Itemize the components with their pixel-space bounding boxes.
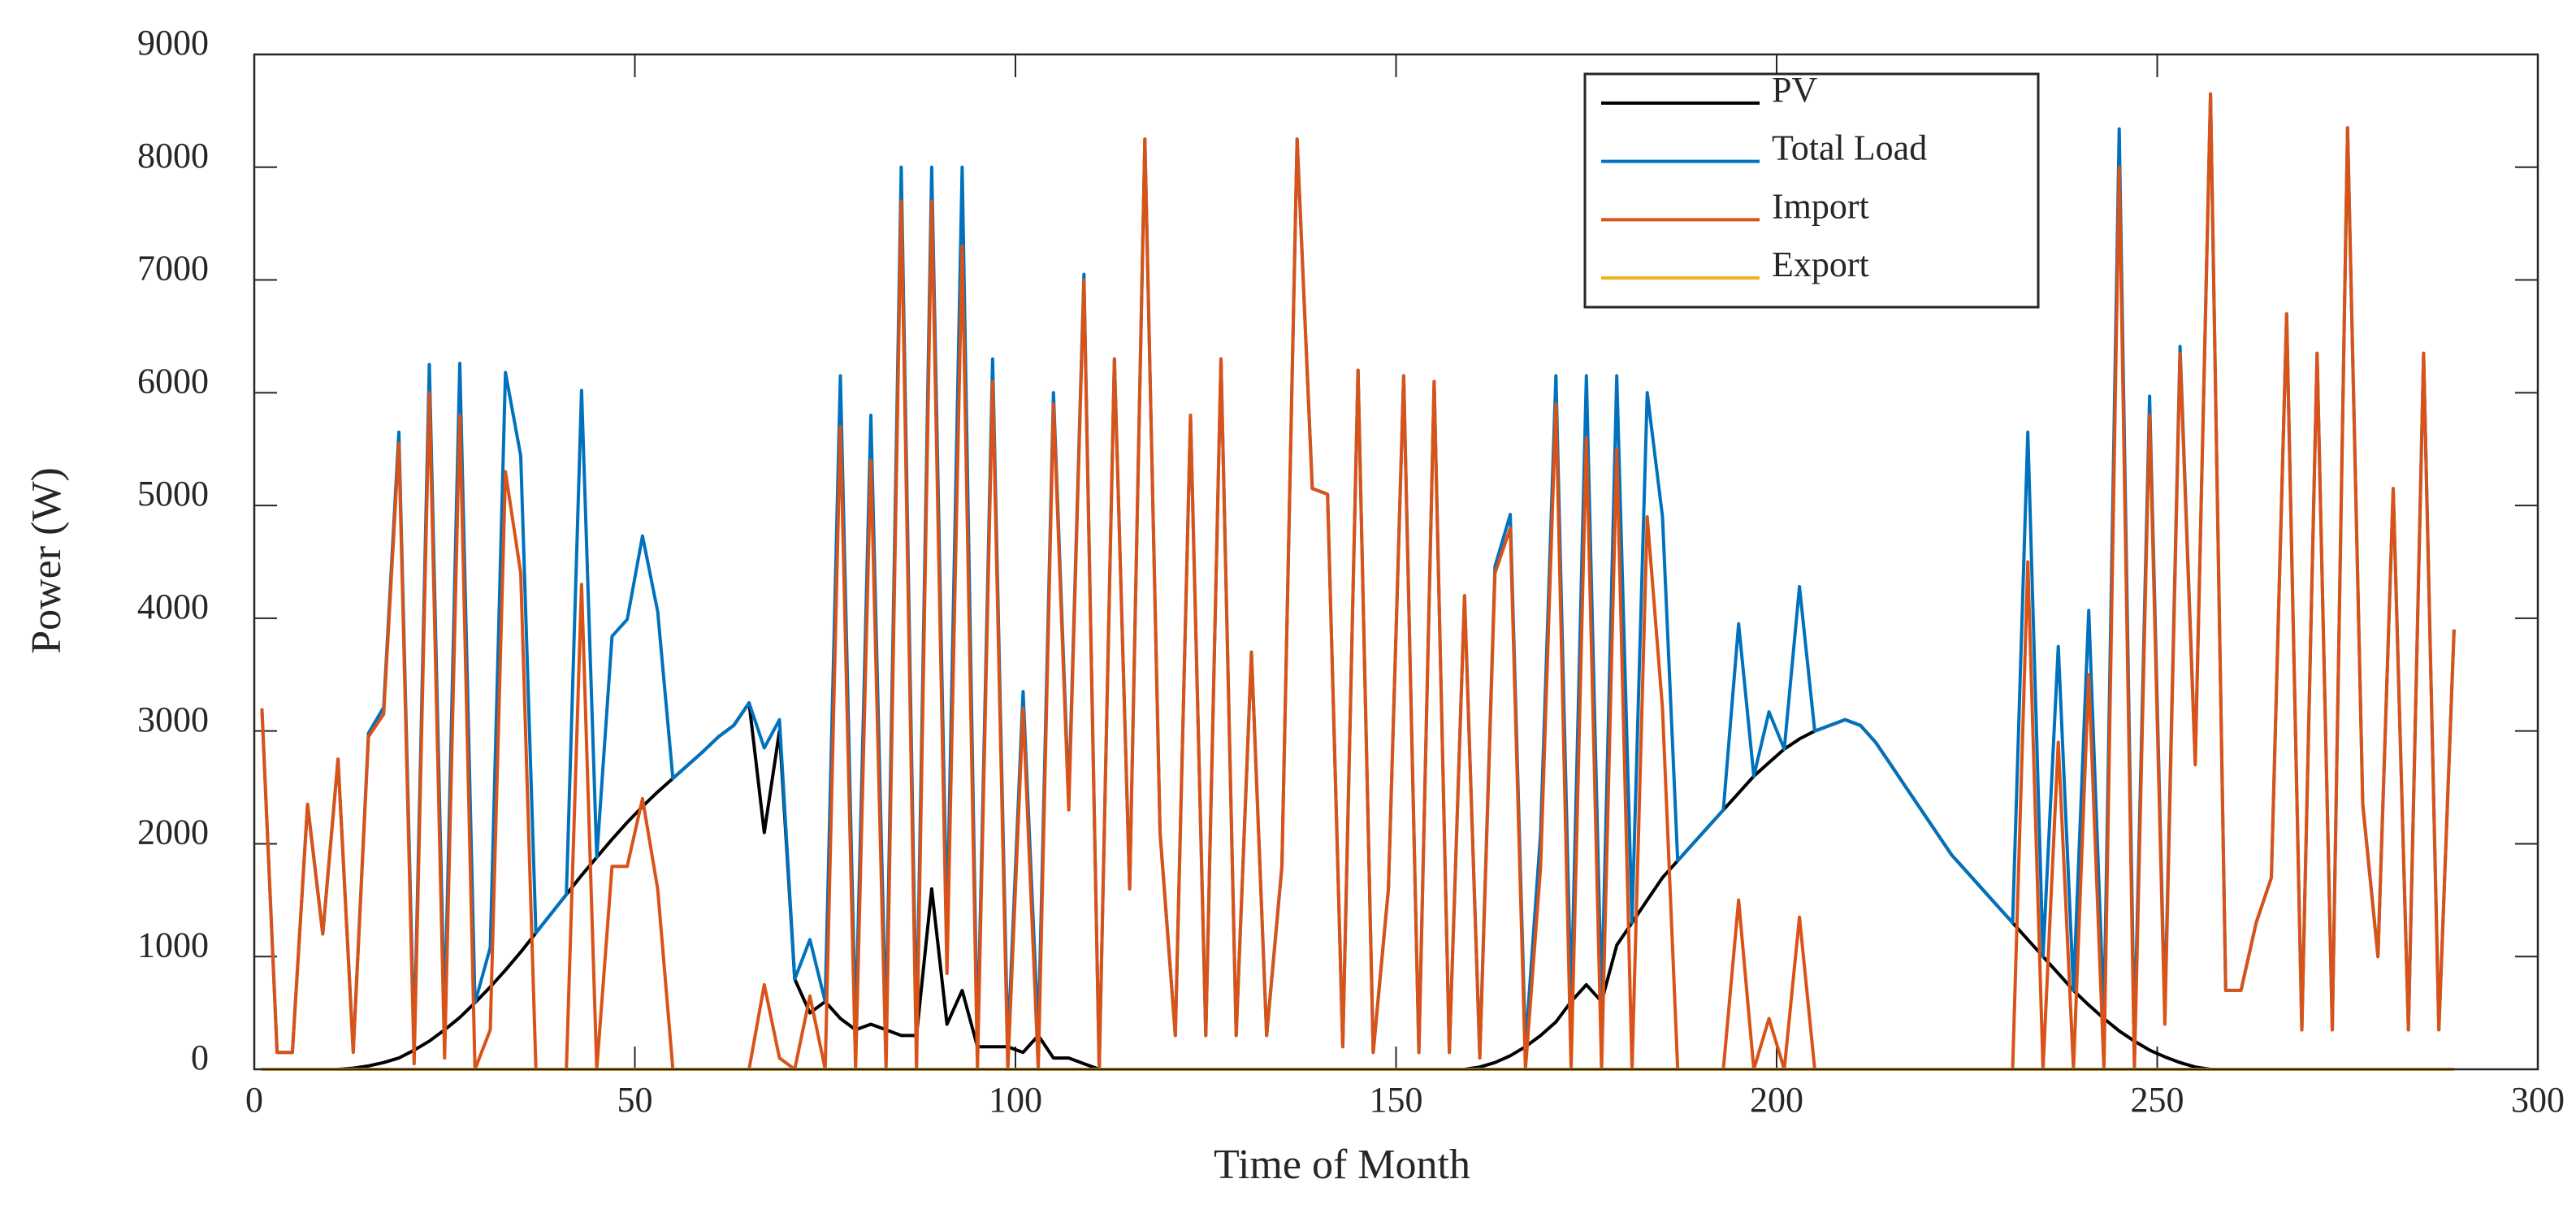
y-tick-label: 2000 [137,813,209,852]
plot-frame [253,53,2539,1071]
legend-label: Export [1772,245,1869,284]
x-tick-label: 150 [1370,1080,1423,1120]
legend-box [1583,72,2040,309]
y-tick-label: 9000 [137,23,209,63]
x-tick-label: 300 [2511,1080,2565,1120]
y-tick-label: 5000 [137,474,209,514]
y-tick-label: 7000 [137,249,209,288]
y-tick-label: 6000 [137,361,209,401]
x-tick-label: 50 [617,1080,653,1120]
x-tick-label: 200 [1750,1080,1803,1120]
legend-label: Import [1772,186,1869,226]
y-tick-label: 8000 [137,136,209,176]
y-tick-label: 4000 [137,587,209,626]
x-tick-label: 250 [2131,1080,2184,1120]
y-tick-label: 1000 [137,925,209,964]
y-axis-label: Power (W) [24,467,70,654]
legend-label: Total Load [1772,128,1927,168]
x-axis-label: Time of Month [1214,1142,1470,1188]
legend-label: PV [1772,70,1817,110]
y-tick-label: 3000 [137,700,209,739]
y-tick-label: 0 [191,1038,209,1077]
series-line [260,92,2456,1071]
x-tick-label: 100 [989,1080,1042,1120]
x-tick-label: 0 [245,1080,263,1120]
